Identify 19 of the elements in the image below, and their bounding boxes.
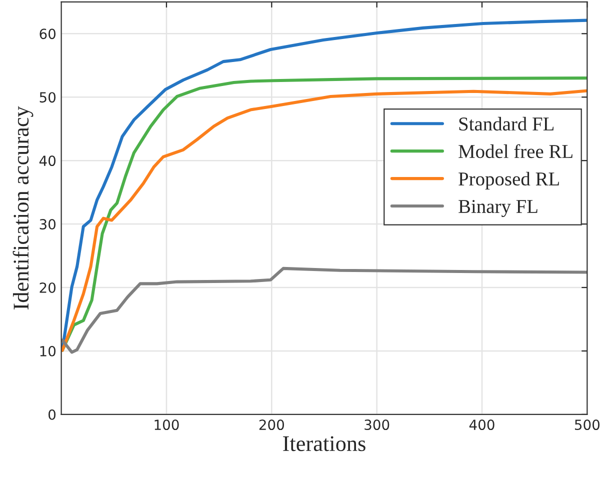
y-tick-label: 0 [48, 409, 56, 420]
x-tick-label: 300 [364, 420, 390, 430]
legend-label: Model free RL [458, 144, 572, 158]
line-series [61, 266, 588, 354]
y-tick-label: 50 [40, 92, 56, 103]
y-tick-label: 60 [40, 28, 56, 40]
y-tick-label: 40 [39, 156, 56, 166]
y-axis-title: Identification accuracy [12, 106, 34, 310]
x-tick-label: 500 [574, 420, 600, 430]
x-axis-title: Iterations [283, 436, 366, 452]
y-tick-label: 10 [40, 346, 56, 356]
x-tick-label: 200 [259, 420, 284, 430]
x-tick-label: 400 [469, 420, 494, 430]
legend-label: Binary FL [458, 200, 538, 218]
y-tick-label: 30 [40, 219, 56, 230]
x-tick-label: 100 [154, 420, 179, 430]
legend-label: Proposed RL [458, 172, 559, 190]
y-tick-label: 20 [40, 282, 56, 293]
legend-label: Standard FL [459, 116, 554, 131]
